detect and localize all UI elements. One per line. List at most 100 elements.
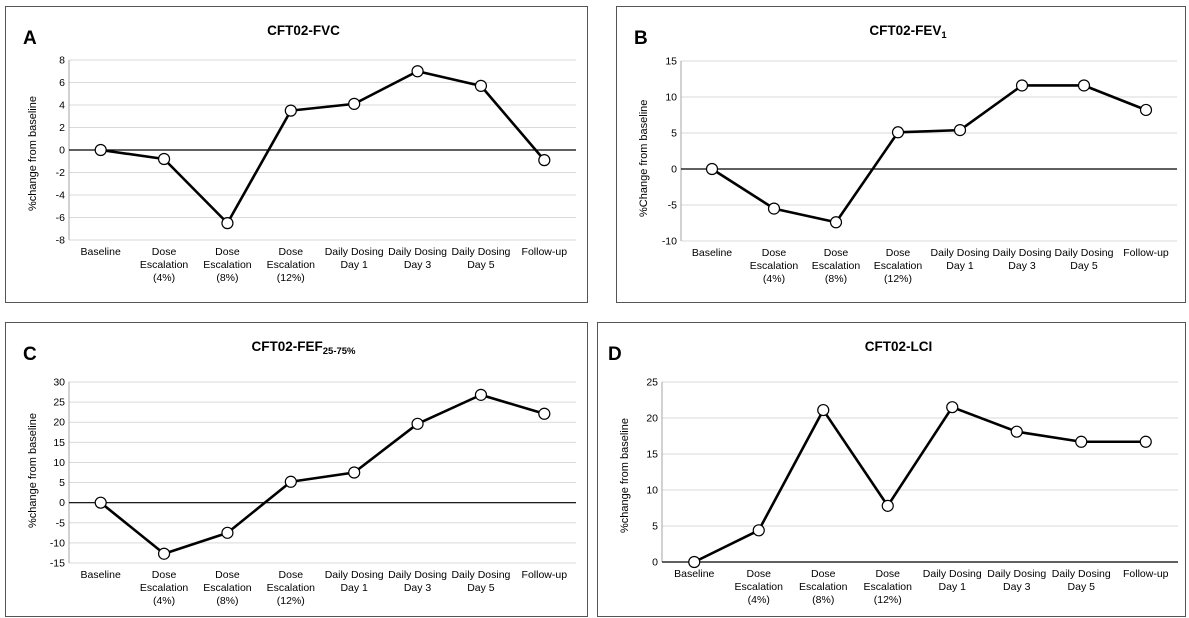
y-tick-label: 20 xyxy=(53,417,65,429)
x-tick-label: Dose Escalation (12%) xyxy=(267,569,316,607)
data-point xyxy=(411,417,424,430)
series-line xyxy=(99,393,545,556)
y-tick-label: 0 xyxy=(59,497,65,509)
y-tick-label: -4 xyxy=(56,190,65,202)
y-tick-label: 0 xyxy=(671,164,677,176)
y-tick-label: 0 xyxy=(652,557,658,569)
data-point xyxy=(1077,79,1091,92)
chart-title: CFT02-LCI xyxy=(864,339,933,354)
x-tick-label: Daily Dosing Day 3 xyxy=(993,247,1052,272)
data-point xyxy=(474,388,488,401)
y-tick-label: 5 xyxy=(652,521,658,533)
x-tick-label: Dose Escalation (8%) xyxy=(203,246,252,284)
y-tick-label: 10 xyxy=(53,457,65,469)
data-point xyxy=(538,154,551,167)
data-point xyxy=(1139,103,1153,117)
y-tick-label: 2 xyxy=(59,122,65,134)
y-tick-label: -5 xyxy=(668,200,677,212)
data-point xyxy=(94,143,107,157)
data-point xyxy=(284,475,297,488)
series-line xyxy=(693,405,1146,564)
y-tick-label: 15 xyxy=(665,56,677,68)
data-point xyxy=(891,126,905,139)
data-point xyxy=(752,524,765,537)
y-tick-label: -15 xyxy=(50,558,65,570)
y-tick-label: 0 xyxy=(59,145,65,157)
x-tick-label: Daily Dosing Day 1 xyxy=(325,569,384,594)
x-tick-label: Daily Dosing Day 3 xyxy=(987,568,1046,593)
x-tick-label: Daily Dosing Day 3 xyxy=(388,246,447,271)
data-point xyxy=(284,104,297,117)
x-tick-label: Daily Dosing Day 5 xyxy=(451,246,510,271)
data-point xyxy=(881,499,894,512)
x-tick-label: Dose Escalation (4%) xyxy=(140,246,189,284)
x-tick-label: Dose Escalation (8%) xyxy=(799,568,848,606)
x-tick-label: Follow-up xyxy=(1123,247,1169,259)
data-point xyxy=(1010,425,1023,438)
y-tick-label: 8 xyxy=(59,55,65,67)
y-tick-label: 10 xyxy=(646,485,658,497)
y-tick-label: -5 xyxy=(56,517,65,529)
y-tick-label: 30 xyxy=(53,377,65,389)
panel-label: D xyxy=(608,344,622,365)
chart-panel-lci: D CFT02-LCI %change from baseline 0 5 10 15… xyxy=(597,322,1186,617)
plot-area: 0 5 10 15 20 25 Baseline Dose Escalation (4%) Dose… xyxy=(646,377,1178,606)
data-point xyxy=(157,152,171,166)
data-point xyxy=(157,547,171,560)
data-point xyxy=(946,401,959,414)
x-tick-label: Dose Escalation (4%) xyxy=(750,247,799,285)
data-point xyxy=(94,496,107,509)
y-tick-label: -10 xyxy=(662,236,677,248)
data-point xyxy=(221,526,234,539)
chart-title: CFT02-FEV1 xyxy=(869,23,947,41)
chart-panel-fvc: A CFT02-FVC %change from baseline -8 -6 -4… xyxy=(5,6,588,303)
x-tick-label: Daily Dosing Day 5 xyxy=(1052,568,1111,593)
data-point xyxy=(767,202,781,215)
y-tick-label: 25 xyxy=(53,397,65,409)
chart-title: CFT02-FVC xyxy=(267,23,340,38)
y-tick-label: -10 xyxy=(50,537,65,549)
data-point xyxy=(1075,435,1088,448)
data-point xyxy=(817,403,830,417)
y-tick-label: 5 xyxy=(59,477,65,489)
data-point xyxy=(221,217,234,230)
x-tick-label: Baseline xyxy=(692,247,732,259)
data-point xyxy=(705,162,719,176)
y-tick-label: 25 xyxy=(646,377,658,389)
series-line xyxy=(711,84,1147,224)
y-tick-label: -2 xyxy=(56,167,65,179)
y-tick-label: 5 xyxy=(671,128,677,140)
y-tick-label: 20 xyxy=(646,413,658,425)
panel-label: B xyxy=(634,28,648,49)
x-tick-label: Follow-up xyxy=(1123,568,1169,580)
x-tick-label: Dose Escalation (12%) xyxy=(864,568,913,606)
y-tick-label: -8 xyxy=(56,235,65,247)
y-tick-label: -6 xyxy=(56,212,65,224)
panel-label: C xyxy=(23,344,37,365)
panel-label: A xyxy=(23,28,37,49)
x-tick-label: Follow-up xyxy=(522,246,568,258)
chart-panel-fef: C CFT02-FEF25-75% %change from baseline … xyxy=(5,322,588,617)
series-line xyxy=(100,69,546,225)
data-point xyxy=(348,466,361,479)
chart-panel-fev1: B CFT02-FEV1 %Change from baseline -10 -5… xyxy=(616,6,1186,303)
x-tick-label: Daily Dosing Day 3 xyxy=(388,569,447,594)
data-point xyxy=(1015,79,1029,92)
x-tick-label: Dose Escalation (8%) xyxy=(203,569,252,607)
x-tick-label: Baseline xyxy=(674,568,714,580)
x-tick-label: Dose Escalation (12%) xyxy=(874,247,923,285)
x-tick-label: Daily Dosing Day 1 xyxy=(325,246,384,271)
x-tick-label: Daily Dosing Day 5 xyxy=(451,569,510,594)
x-tick-label: Daily Dosing Day 1 xyxy=(923,568,982,593)
y-tick-label: 15 xyxy=(53,437,65,449)
x-tick-label: Dose Escalation (4%) xyxy=(735,568,784,606)
x-tick-label: Dose Escalation (12%) xyxy=(267,246,316,284)
y-tick-label: 6 xyxy=(59,77,65,89)
data-point xyxy=(411,65,424,78)
data-point xyxy=(1139,435,1152,448)
data-point xyxy=(829,216,843,229)
x-tick-label: Daily Dosing Day 5 xyxy=(1055,247,1114,272)
data-point xyxy=(348,97,361,110)
x-tick-label: Baseline xyxy=(81,569,121,581)
x-tick-label: Follow-up xyxy=(522,569,568,581)
